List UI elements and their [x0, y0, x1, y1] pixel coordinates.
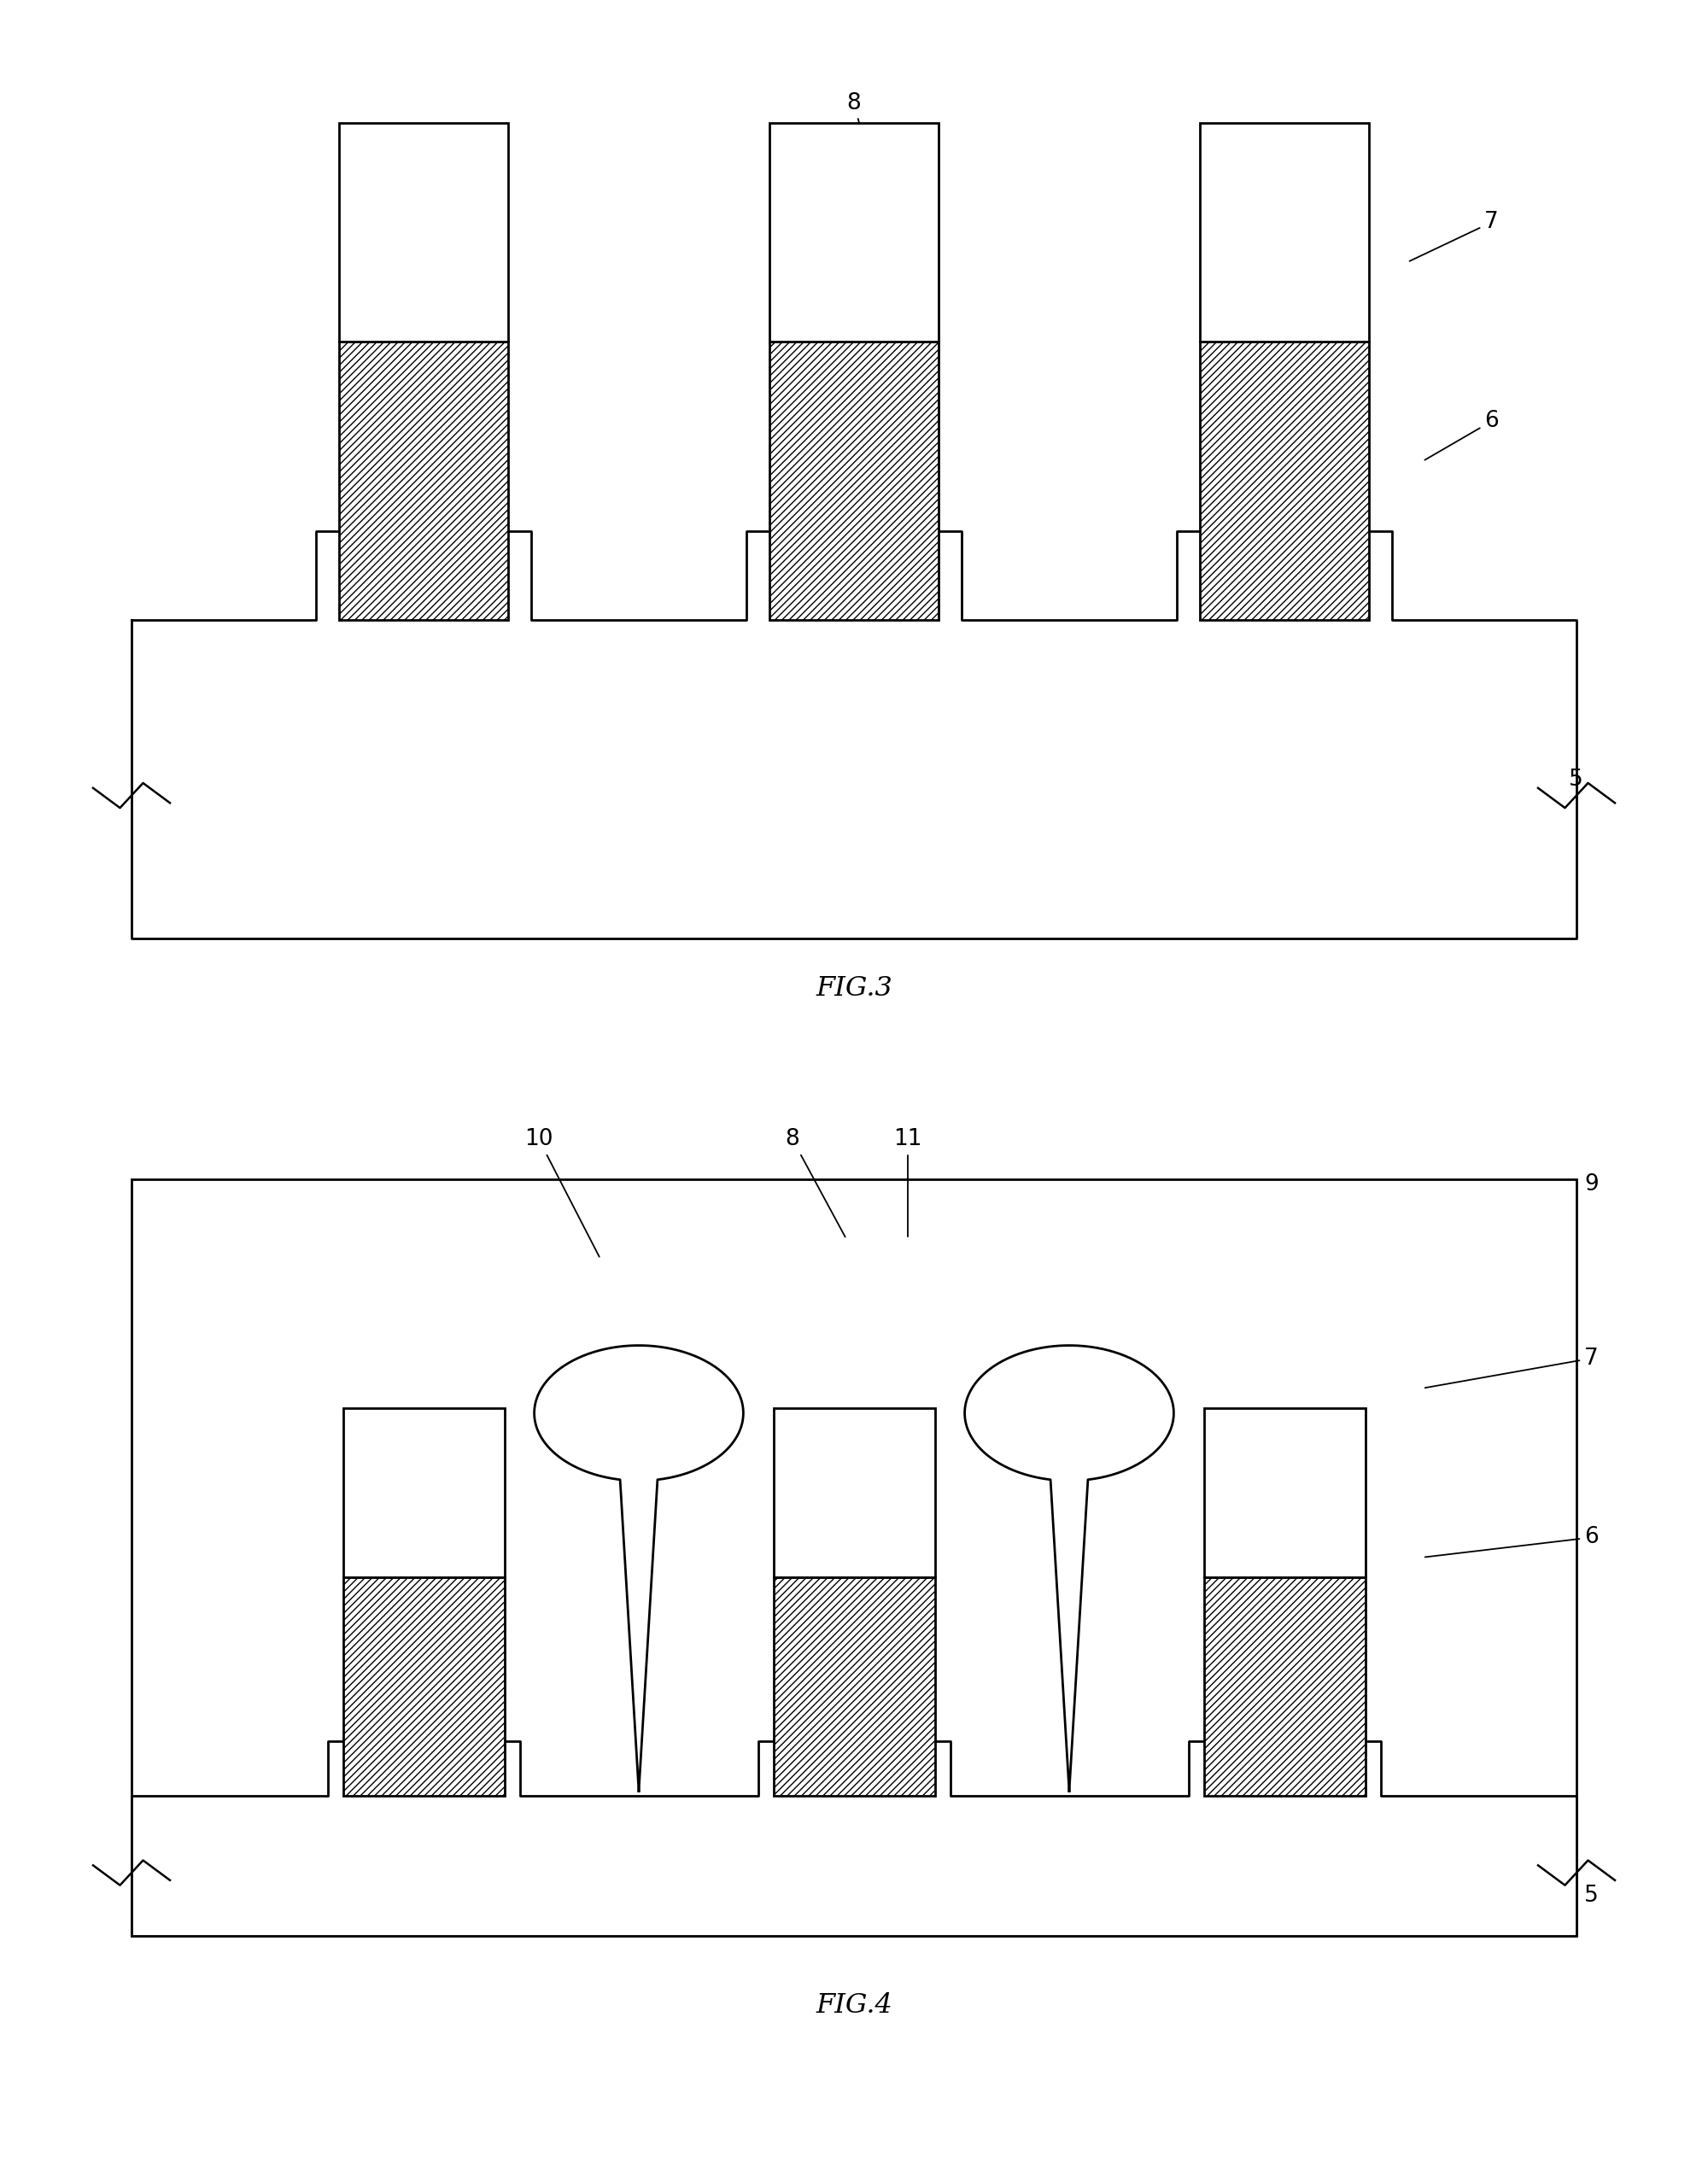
Text: 6: 6	[1424, 411, 1498, 461]
Polygon shape	[132, 1741, 1576, 1936]
Text: 8: 8	[847, 91, 869, 160]
Text: 5: 5	[1570, 768, 1583, 792]
Text: 7: 7	[1409, 212, 1498, 262]
Text: 8: 8	[786, 1129, 845, 1237]
Bar	[1204, 1577, 1365, 1795]
Text: 11: 11	[893, 1129, 922, 1237]
Bar	[774, 1408, 934, 1577]
Bar	[340, 342, 509, 621]
Polygon shape	[132, 530, 1576, 939]
Text: 6: 6	[1424, 1527, 1599, 1557]
Text: FIG.3: FIG.3	[816, 976, 892, 1001]
Text: 9: 9	[1585, 1172, 1599, 1196]
Bar	[770, 342, 939, 621]
Text: 7: 7	[1424, 1348, 1599, 1389]
Bar	[340, 123, 509, 342]
Bar	[1204, 1408, 1365, 1577]
Bar	[1201, 342, 1370, 621]
Polygon shape	[535, 1345, 743, 1791]
Bar	[343, 1408, 504, 1577]
Text: FIG.4: FIG.4	[816, 1992, 892, 2018]
Text: 10: 10	[524, 1129, 600, 1257]
Text: 5: 5	[1585, 1884, 1599, 1908]
Bar	[343, 1577, 504, 1795]
Bar	[1201, 123, 1370, 342]
Bar	[770, 123, 939, 342]
Polygon shape	[965, 1345, 1173, 1791]
Bar	[132, 1179, 1576, 1936]
Bar	[774, 1577, 934, 1795]
